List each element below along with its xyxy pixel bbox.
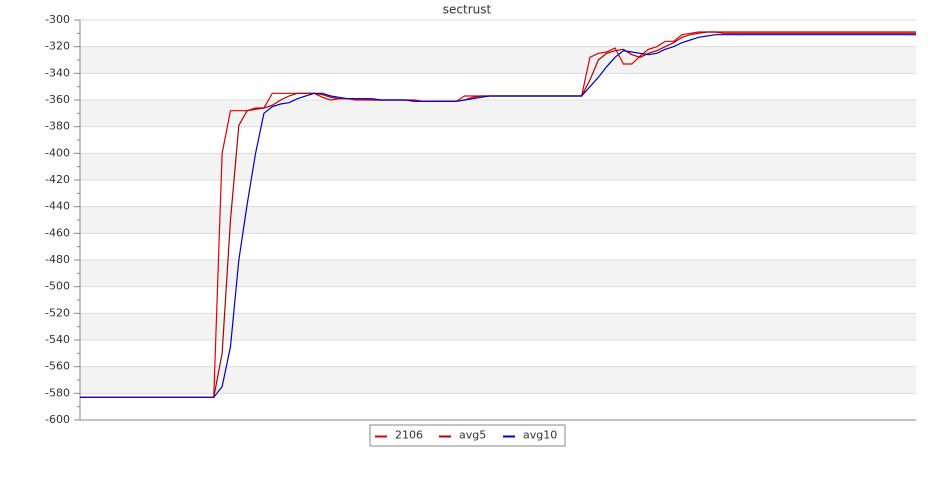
legend-label: avg10: [523, 429, 557, 442]
legend-box: [369, 424, 566, 447]
y-tick-label: -520: [45, 306, 70, 319]
y-tick-label: -380: [45, 120, 70, 133]
y-tick-label: -560: [45, 360, 70, 373]
y-tick-label: -340: [45, 66, 70, 79]
y-tick-label: -360: [45, 93, 70, 106]
y-tick-label: -400: [45, 146, 70, 159]
grid-band: [80, 260, 916, 287]
y-tick-label: -440: [45, 200, 70, 213]
grid-band: [80, 366, 916, 394]
y-tick-label: -420: [45, 173, 70, 186]
grid-band: [80, 313, 916, 340]
chart-title: sectrust: [443, 3, 492, 17]
series-line: [80, 34, 916, 398]
grid-band: [80, 206, 916, 234]
y-tick-label: -320: [45, 40, 70, 53]
legend: 2106 avg5 avg10: [369, 424, 566, 447]
grid-band: [80, 153, 916, 180]
y-tick-label: -460: [45, 226, 70, 239]
y-tick-label: -540: [45, 333, 70, 346]
grid-band: [80, 100, 916, 127]
y-tick-label: -480: [45, 253, 70, 266]
y-tick-label: -500: [45, 280, 70, 293]
y-tick-label: -580: [45, 386, 70, 399]
y-tick-label: -600: [45, 413, 70, 426]
legend-label: 2106: [395, 429, 423, 442]
grid-band: [80, 46, 916, 74]
y-tick-label: -300: [45, 13, 70, 26]
legend-label: avg5: [459, 429, 486, 442]
